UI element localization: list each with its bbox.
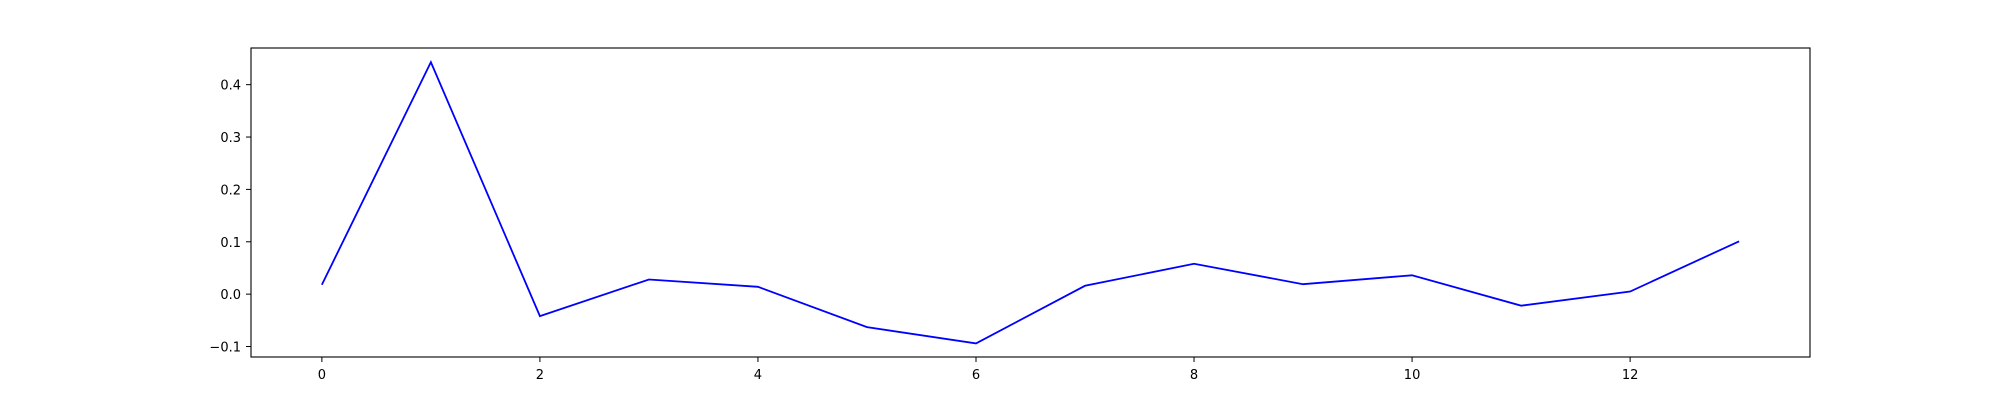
x-tick-label: 6 <box>972 368 980 383</box>
data-point <box>866 326 868 328</box>
plot-frame <box>250 47 1811 358</box>
data-point <box>1738 240 1740 242</box>
data-point <box>539 315 541 317</box>
y-tick-label: 0.4 <box>220 79 241 94</box>
x-tick-label: 0 <box>318 368 326 383</box>
series-layer <box>321 59 1740 345</box>
y-tick-label: 0.2 <box>220 183 241 198</box>
y-tick-label: 0.0 <box>220 288 241 303</box>
y-tick-label: 0.1 <box>220 236 241 251</box>
data-point <box>975 342 977 344</box>
x-tick-label: 12 <box>1622 368 1639 383</box>
data-point <box>1302 283 1304 285</box>
x-tick-label: 10 <box>1404 368 1421 383</box>
data-point <box>430 61 432 63</box>
data-point <box>1193 263 1195 265</box>
data-point <box>648 279 650 281</box>
plot-area <box>250 47 1811 358</box>
data-point <box>1520 305 1522 307</box>
data-point <box>321 284 323 286</box>
x-tick-label: 2 <box>536 368 544 383</box>
y-axis: −0.1 0.0 0.1 0.2 0.3 0.4 <box>209 79 251 356</box>
y-tick-label: 0.3 <box>220 131 241 146</box>
data-point <box>1629 291 1631 293</box>
x-tick-label: 8 <box>1190 368 1198 383</box>
y-tick-label: −0.1 <box>209 341 241 356</box>
x-axis: 0 2 4 6 8 10 12 <box>318 357 1639 383</box>
data-point <box>1084 285 1086 287</box>
x-tick-label: 4 <box>754 368 762 383</box>
data-point <box>757 286 759 288</box>
data-point <box>1411 274 1413 276</box>
series-line-0 <box>321 59 1740 345</box>
